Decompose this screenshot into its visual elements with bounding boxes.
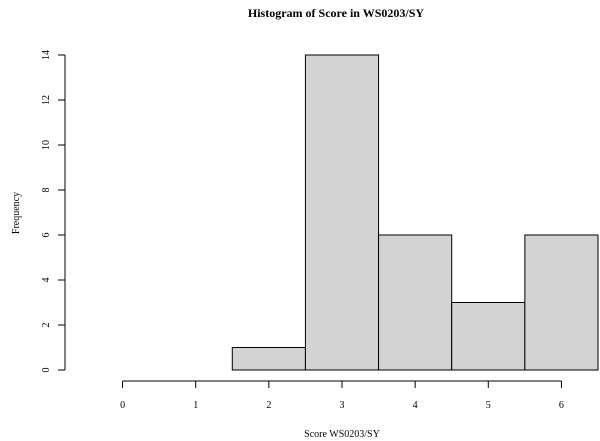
x-tick-label-6: 6	[559, 400, 564, 411]
histogram-bar-6	[524, 234, 599, 371]
x-tick-label-5: 5	[486, 400, 491, 411]
y-tick-label-4: 8	[41, 188, 52, 193]
y-tick-label-5: 10	[41, 140, 52, 150]
chart-title: Histogram of Score in WS0203/SY	[248, 6, 425, 20]
histogram-bar-3	[304, 54, 380, 371]
bars-group	[231, 54, 599, 371]
x-tick-label-0: 0	[120, 400, 125, 411]
histogram-bar-5	[451, 302, 526, 371]
x-tick-label-2: 2	[266, 400, 271, 411]
x-axis-label: Score WS0203/SY	[304, 429, 380, 440]
x-tick-label-4: 4	[413, 400, 418, 411]
y-tick-label-3: 6	[41, 233, 52, 238]
y-tick-label-1: 2	[41, 323, 52, 328]
x-axis: 0 1 2 3 4 5 6	[120, 380, 564, 411]
histogram-bar-4	[378, 234, 453, 371]
histogram-bar-2	[231, 347, 306, 371]
x-tick-label-1: 1	[193, 400, 198, 411]
y-tick-label-6: 12	[41, 95, 52, 105]
y-tick-label-2: 4	[41, 278, 52, 283]
x-tick-label-3: 3	[340, 400, 345, 411]
y-axis-label: Frequency	[11, 192, 22, 234]
y-tick-label-0: 0	[41, 368, 52, 373]
y-axis: 0 2 4 6 8 10 12 14	[41, 50, 66, 373]
y-tick-label-7: 14	[41, 50, 52, 60]
